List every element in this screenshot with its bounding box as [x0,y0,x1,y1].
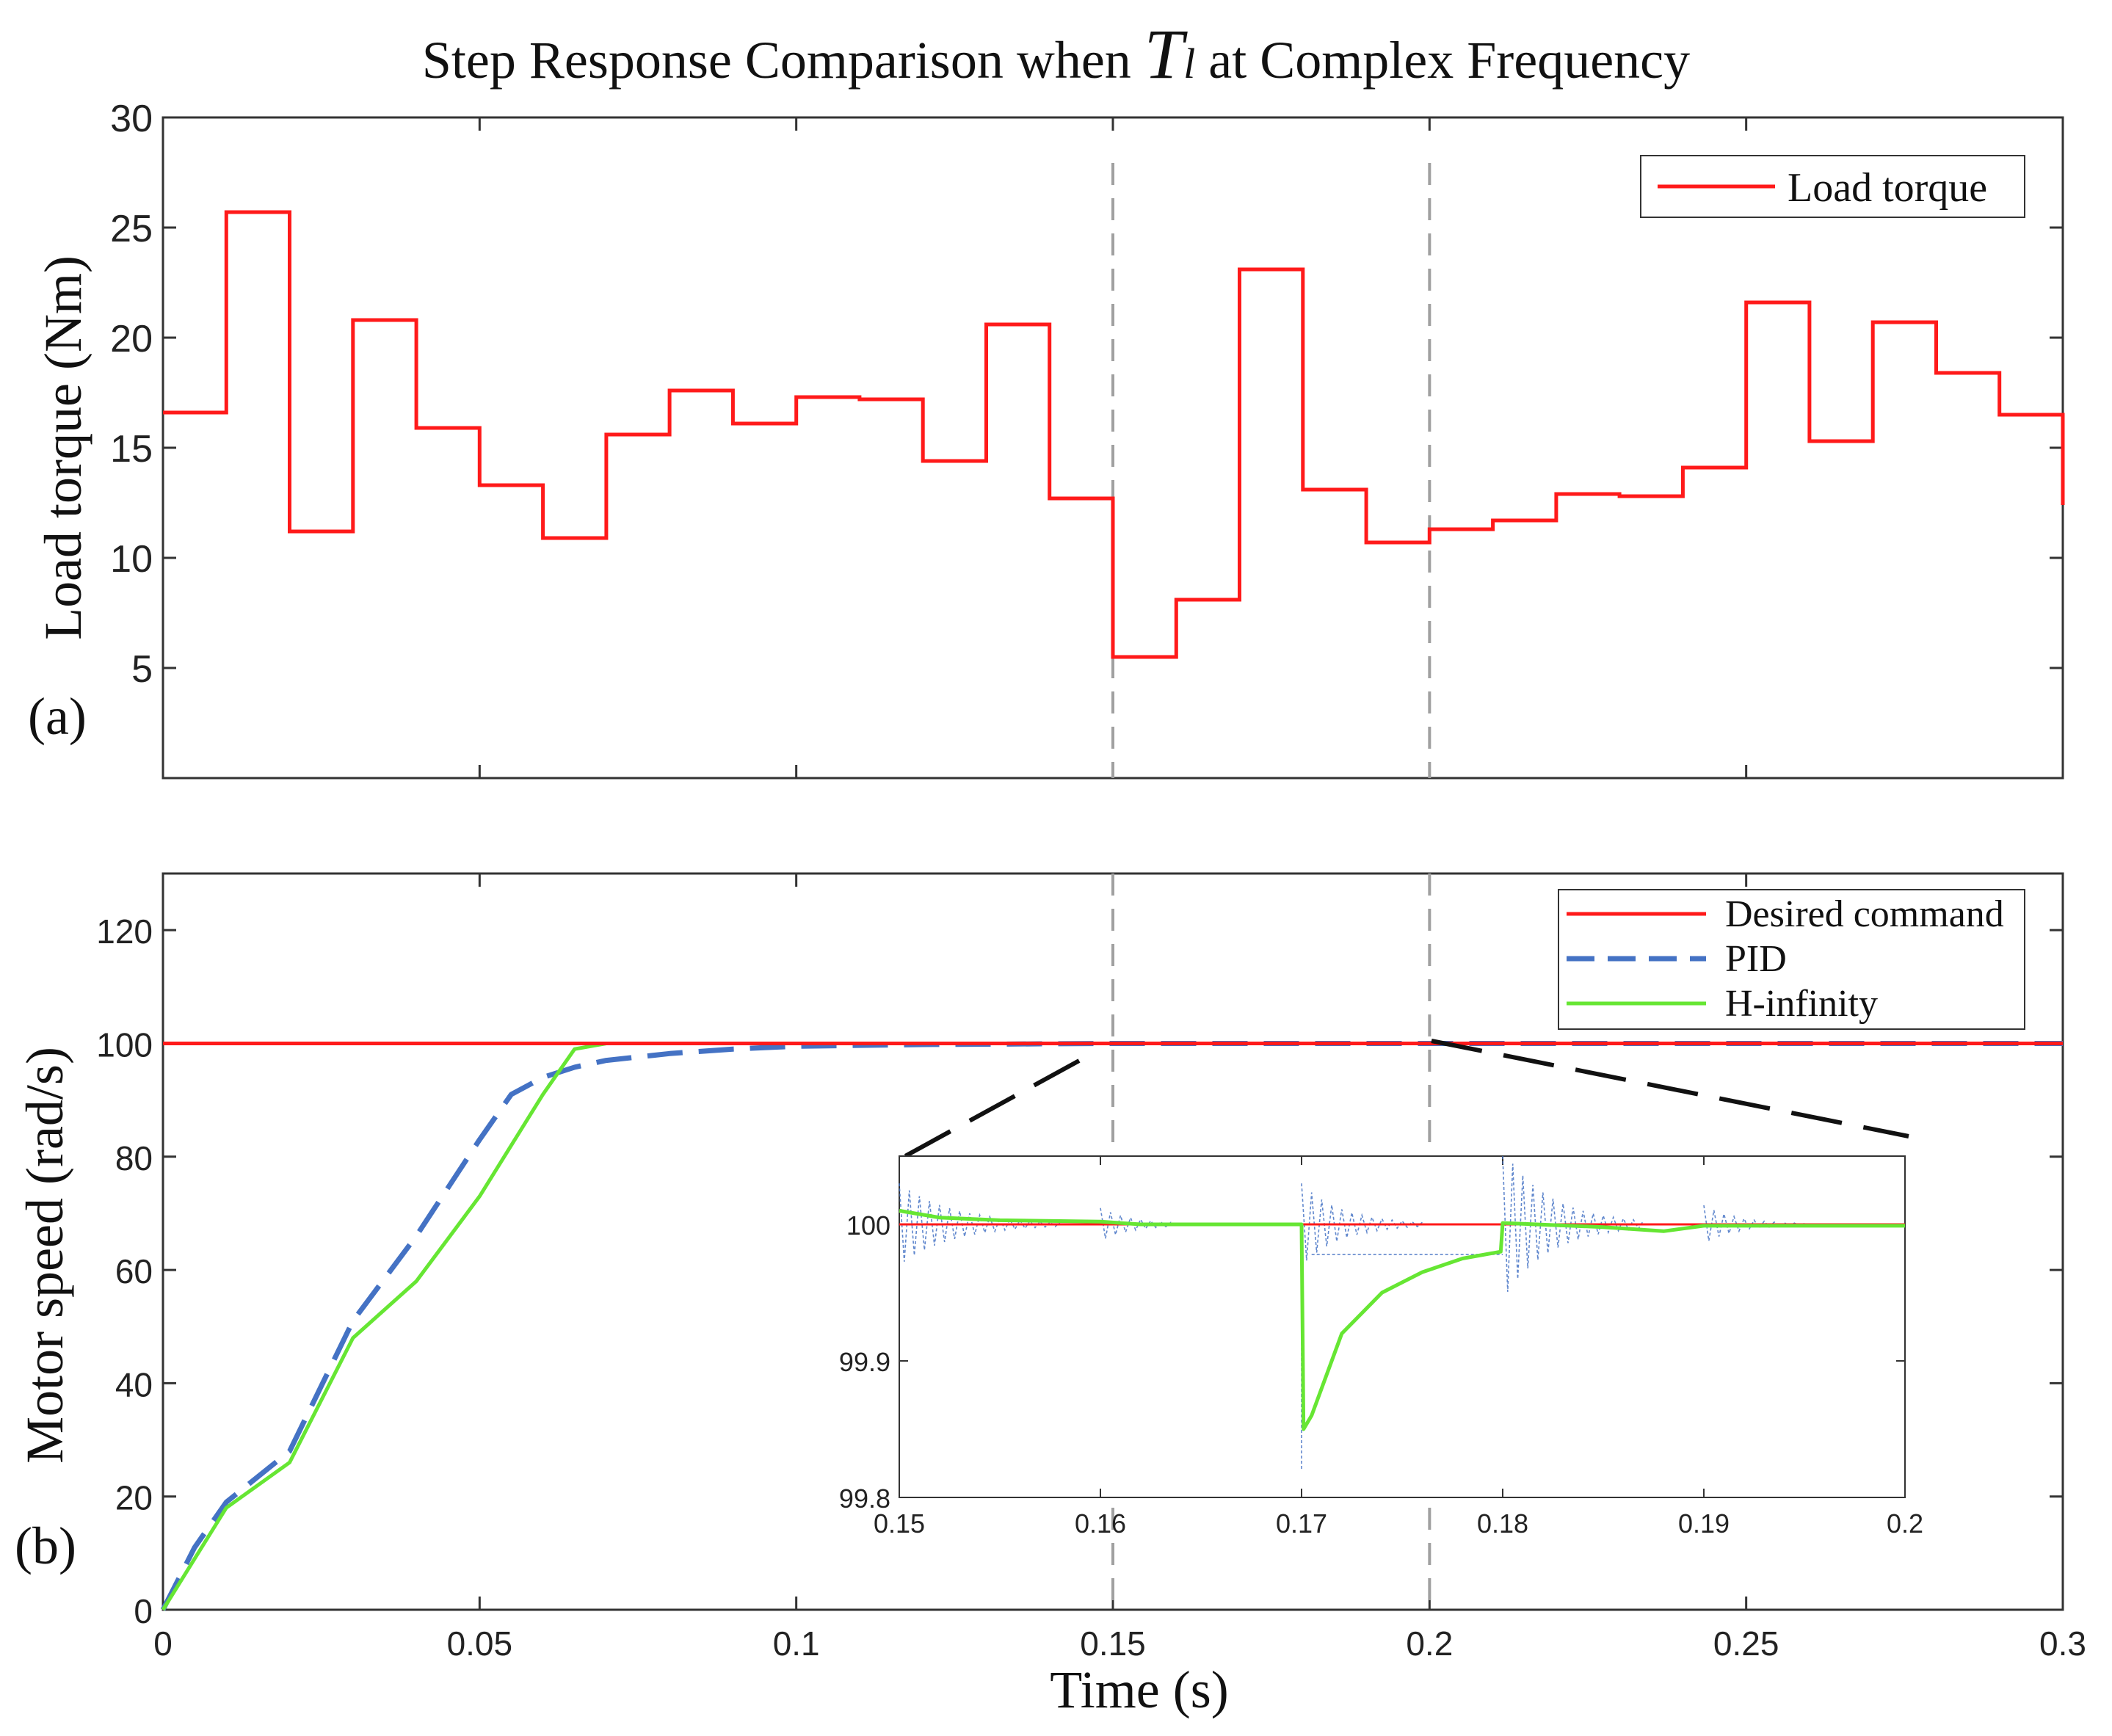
legend-a-load-label: Load torque [1788,165,1987,211]
b-ytick-label-1: 20 [115,1479,153,1517]
zoom-connector-right [1431,1039,1909,1138]
b-xtick-label-4: 0.2 [1406,1624,1453,1663]
b-xtick-label-2: 0.1 [773,1624,820,1663]
zoom-connector-left [904,1058,1081,1158]
i-ytick-label-2: 100 [846,1210,890,1241]
i-xtick-label-4: 0.19 [1678,1508,1730,1539]
title-prefix: Step Response Comparison when [421,31,1131,90]
b-ytick-label-5: 100 [96,1025,153,1064]
panel-b-ylabel: Motor speed (rad/s) [15,1047,74,1464]
panel-a-label: (a) [28,687,87,746]
i-series-pid [899,1155,1805,1470]
a-ytick-label-2: 15 [110,428,153,471]
b-ytick-label-6: 120 [96,912,153,951]
b-xtick-label-0: 0 [153,1624,173,1663]
b-ytick-label-3: 60 [115,1252,153,1290]
b-xtick-label-1: 0.05 [447,1624,513,1663]
legend-b-hinf-label: H-infinity [1725,983,1878,1025]
panel-b-legend: Desired command PID H-infinity [1558,889,2025,1030]
i-xtick-label-2: 0.17 [1276,1508,1327,1539]
i-xtick-label-0: 0.15 [874,1508,925,1539]
panel-a: 5 10 15 20 25 30 Load torque (Nm) (a) Load to… [28,98,2065,780]
chart-title: Step Response Comparison when Tl at Comp… [0,13,2112,95]
inset-frame [899,1155,1906,1498]
i-ytick-label-0: 99.8 [839,1483,890,1514]
title-symbol: T [1144,15,1184,93]
legend-b-desired-label: Desired command [1725,893,2004,935]
a-ytick-label-3: 20 [110,318,153,360]
a-series-load-torque [163,210,2065,659]
i-ytick-label-1: 99.9 [839,1347,890,1377]
b-ytick-label-0: 0 [134,1592,153,1630]
legend-b-pid-label: PID [1725,938,1787,980]
zoom-connectors [904,1039,1909,1158]
b-xtick-label-6: 0.3 [2039,1624,2086,1663]
a-ytick-label-1: 10 [110,538,153,581]
panel-a-legend: Load torque [1640,155,2025,218]
i-xtick-label-5: 0.2 [1887,1508,1923,1539]
b-ytick-label-4: 80 [115,1139,153,1177]
panel-b-label: (b) [15,1517,76,1575]
a-ytick-label-4: 25 [110,208,153,250]
a-ytick-label-0: 5 [131,648,153,691]
panel-a-ylabel: Load torque (Nm) [34,255,92,640]
inset-plot: 99.8 99.9 100 0.15 0.16 0.17 0.18 0.19 0.2 [839,1155,1923,1539]
i-xtick-label-1: 0.16 [1075,1508,1126,1539]
title-subscript: l [1183,40,1196,87]
panel-b-xlabel: Time (s) [1050,1660,1228,1719]
a-ytick-label-5: 30 [110,98,153,140]
i-xtick-label-3: 0.18 [1477,1508,1528,1539]
b-xtick-label-3: 0.15 [1080,1624,1146,1663]
b-ytick-label-2: 40 [115,1365,153,1403]
i-series-h-infinity [899,1208,1905,1431]
b-xtick-label-5: 0.25 [1713,1624,1779,1663]
title-suffix: at Complex Frequency [1208,31,1691,90]
